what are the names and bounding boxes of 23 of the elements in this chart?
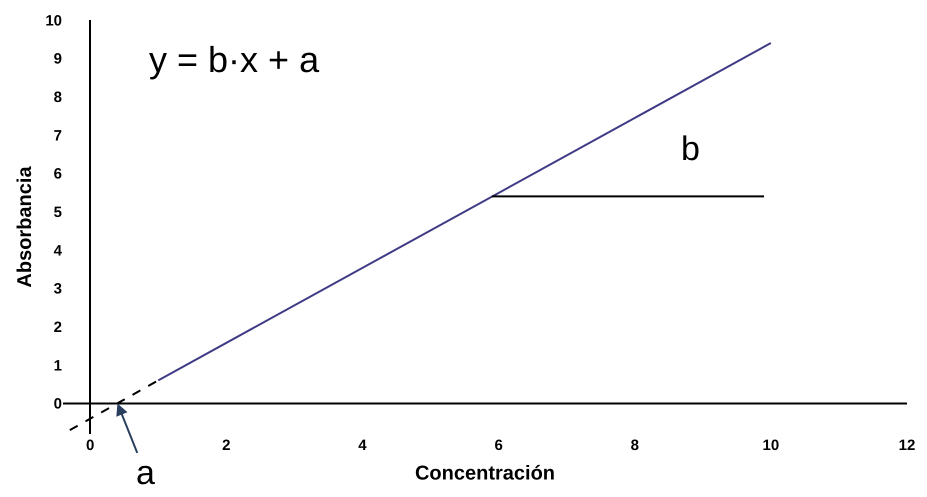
y-tick-label: 3 <box>54 280 62 298</box>
y-tick-label: 6 <box>54 166 62 183</box>
x-tick-label: 8 <box>630 437 639 454</box>
y-tick-label: 7 <box>54 127 62 144</box>
x-tick-label: 6 <box>494 437 503 454</box>
annotation: a <box>136 454 155 492</box>
y-tick-label: 5 <box>54 204 62 221</box>
x-tick-label: 0 <box>86 437 94 454</box>
annotation: b <box>681 130 700 168</box>
x-tick-label: 10 <box>762 437 780 454</box>
x-tick-label: 2 <box>222 437 231 454</box>
y-tick-label: 2 <box>54 318 62 336</box>
x-tick-label: 4 <box>358 437 368 454</box>
y-tick-label: 1 <box>54 357 62 374</box>
y-tick-label: 4 <box>54 242 63 260</box>
annotation: y = b·x + a <box>149 39 320 80</box>
y-axis-title: Absorbancia <box>14 166 36 288</box>
x-tick-label: 12 <box>898 437 916 454</box>
y-tick-label: 9 <box>54 50 62 68</box>
y-tick-label: 10 <box>45 12 62 30</box>
y-tick-label: 0 <box>54 396 62 413</box>
x-axis-title: Concentración <box>414 462 556 484</box>
y-tick-label: 8 <box>54 88 62 106</box>
